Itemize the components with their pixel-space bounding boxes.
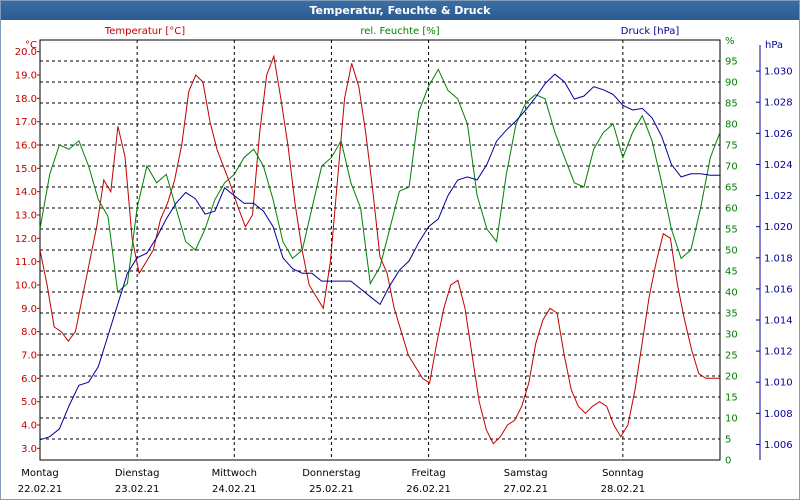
humidity-tick-label: 25 bbox=[725, 351, 738, 362]
humidity-tick-label: 55 bbox=[725, 225, 738, 236]
legend-entry: rel. Feuchte [%] bbox=[360, 26, 439, 37]
pressure-tick-label: 1.012 bbox=[764, 347, 793, 358]
temperature-tick-label: 9.0 bbox=[21, 304, 37, 315]
window-title: Temperatur, Feuchte & Druck bbox=[1, 1, 799, 20]
humidity-tick-label: 50 bbox=[725, 246, 738, 257]
legend-entry: Temperatur [°C] bbox=[104, 26, 185, 37]
x-label-date: 27.02.21 bbox=[503, 484, 548, 495]
temperature-tick-label: 5.0 bbox=[21, 397, 37, 408]
temperature-tick-label: 10.0 bbox=[15, 281, 37, 292]
humidity-tick-label: 15 bbox=[725, 393, 738, 404]
temperature-tick-label: 11.0 bbox=[15, 257, 37, 268]
temperature-tick-label: 15.0 bbox=[15, 164, 37, 175]
humidity-tick-label: 10 bbox=[725, 414, 738, 425]
x-label-date: 23.02.21 bbox=[115, 484, 160, 495]
pressure-tick-label: 1.008 bbox=[764, 409, 793, 420]
pressure-tick-label: 1.028 bbox=[764, 98, 793, 109]
humidity-tick-label: 95 bbox=[725, 57, 738, 68]
pressure-tick-label: 1.026 bbox=[764, 129, 793, 140]
humidity-tick-label: 40 bbox=[725, 288, 738, 299]
humidity-series-line bbox=[39, 68, 721, 293]
pressure-tick-label: 1.020 bbox=[764, 222, 793, 233]
x-label-day: Dienstag bbox=[115, 468, 160, 479]
humidity-tick-label: 20 bbox=[725, 372, 738, 383]
pressure-unit-label: hPa bbox=[765, 40, 783, 51]
grid bbox=[39, 39, 721, 461]
x-label-day: Mittwoch bbox=[212, 468, 257, 479]
humidity-tick-label: 70 bbox=[725, 162, 738, 173]
x-label-day: Freitag bbox=[411, 468, 445, 479]
temperature-unit-label: °C bbox=[25, 40, 37, 51]
temperature-tick-label: 6.0 bbox=[21, 374, 37, 385]
x-label-day: Montag bbox=[21, 468, 58, 479]
pressure-tick-label: 1.024 bbox=[764, 160, 793, 171]
pressure-tick-label: 1.014 bbox=[764, 316, 793, 327]
pressure-series-line bbox=[39, 73, 720, 441]
temperature-series-line bbox=[39, 54, 720, 445]
series-lines bbox=[39, 54, 721, 445]
temperature-tick-label: 3.0 bbox=[21, 444, 37, 455]
humidity-tick-label: 85 bbox=[725, 99, 738, 110]
pressure-tick-label: 1.016 bbox=[764, 284, 793, 295]
x-label-date: 26.02.21 bbox=[406, 484, 451, 495]
temperature-tick-label: 7.0 bbox=[21, 351, 37, 362]
humidity-unit-label: % bbox=[725, 36, 735, 47]
pressure-tick-label: 1.006 bbox=[764, 440, 793, 451]
x-label-date: 25.02.21 bbox=[309, 484, 354, 495]
humidity-tick-label: 45 bbox=[725, 267, 738, 278]
x-axis-labels: Montag 22.02.21 Dienstag 23.02.21 Mittwoch 24… bbox=[18, 468, 645, 495]
pressure-tick-label: 1.010 bbox=[764, 378, 793, 389]
x-label-day: Donnerstag bbox=[302, 468, 360, 479]
humidity-tick-label: 80 bbox=[725, 120, 738, 131]
temperature-axis: °C20.0 19.0 18.0 17.0 16.0 15.0 14.0 13.0 12.0 11… bbox=[15, 40, 40, 455]
pressure-tick-label: 1.030 bbox=[764, 67, 793, 78]
temperature-tick-label: 12.0 bbox=[15, 234, 37, 245]
temperature-tick-label: 19.0 bbox=[15, 71, 37, 82]
temperature-tick-label: 13.0 bbox=[15, 211, 37, 222]
temperature-tick-label: 4.0 bbox=[21, 421, 37, 432]
humidity-tick-label: 60 bbox=[725, 204, 738, 215]
temperature-tick-label: 14.0 bbox=[15, 187, 37, 198]
temperature-tick-label: 20.0 bbox=[15, 47, 37, 58]
humidity-tick-label: 75 bbox=[725, 141, 738, 152]
humidity-tick-label: 5 bbox=[725, 435, 731, 446]
humidity-tick-label: 30 bbox=[725, 330, 738, 341]
temperature-tick-label: 8.0 bbox=[21, 327, 37, 338]
pressure-axis: hPa 1.030 1.028 1.026 1.024 1.022 1.020 1.018 1.… bbox=[756, 40, 793, 460]
humidity-tick-label: 90 bbox=[725, 78, 738, 89]
x-label-date: 22.02.21 bbox=[18, 484, 63, 495]
humidity-tick-label: 65 bbox=[725, 183, 738, 194]
x-label-date: 24.02.21 bbox=[212, 484, 257, 495]
pressure-tick-label: 1.022 bbox=[764, 191, 793, 202]
temperature-tick-label: 18.0 bbox=[15, 94, 37, 105]
legend: Temperatur [°C] rel. Feuchte [%] Druck [hP… bbox=[104, 26, 680, 37]
pressure-tick-label: 1.018 bbox=[764, 253, 793, 264]
temperature-tick-label: 16.0 bbox=[15, 141, 37, 152]
temperature-tick-label: 17.0 bbox=[15, 117, 37, 128]
legend-entry: Druck [hPa] bbox=[621, 26, 680, 37]
humidity-tick-label: 35 bbox=[725, 309, 738, 320]
x-label-day: Sonntag bbox=[602, 468, 644, 479]
humidity-tick-label: 0 bbox=[725, 456, 731, 467]
x-label-date: 28.02.21 bbox=[601, 484, 646, 495]
x-label-day: Samstag bbox=[504, 468, 548, 479]
